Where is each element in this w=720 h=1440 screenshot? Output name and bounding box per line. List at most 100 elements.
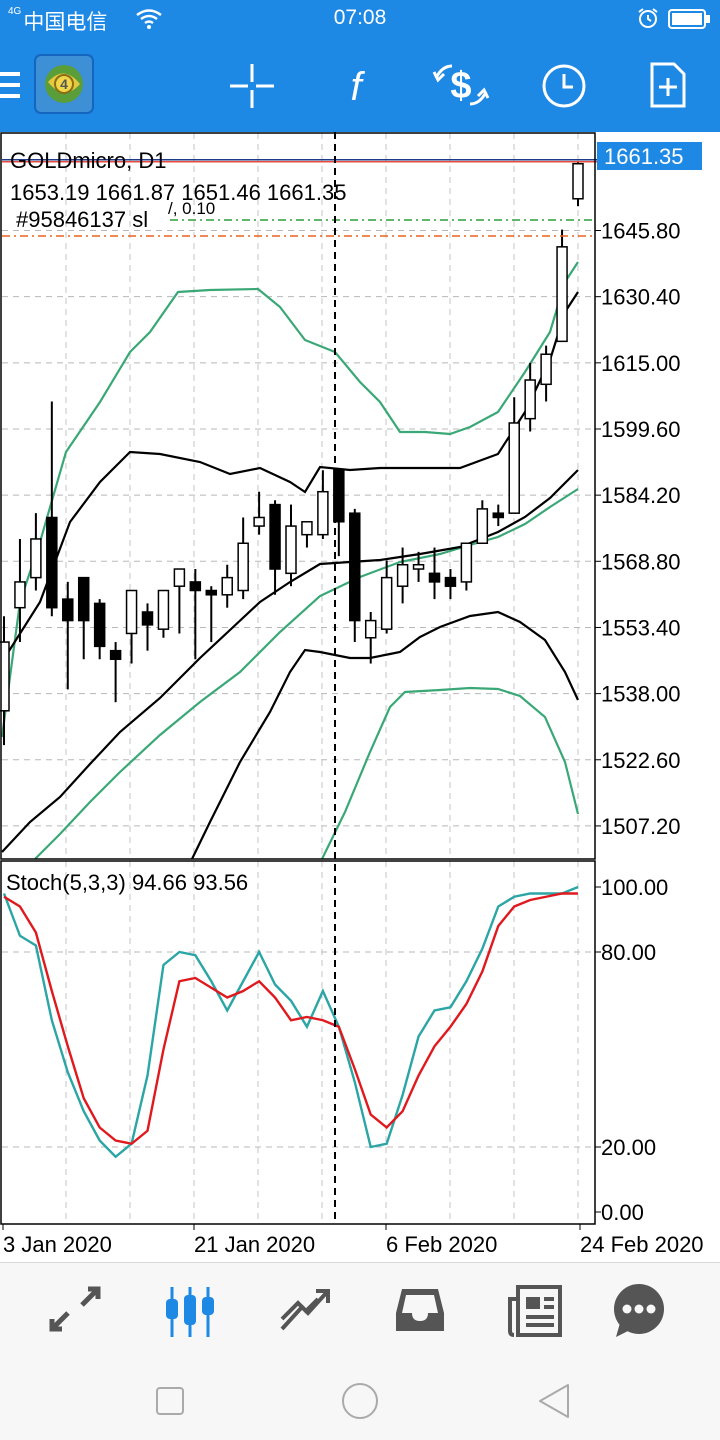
lower-band-line bbox=[34, 488, 579, 860]
lower-band-line bbox=[321, 686, 580, 860]
status-bar: 4G中国电信 07:08 bbox=[0, 0, 720, 38]
bullish-candle bbox=[364, 619, 377, 639]
oscillator-pane-frame bbox=[0, 860, 596, 1225]
quotes-tab-icon[interactable] bbox=[48, 1285, 102, 1335]
date-axis-label: 21 Jan 2020 bbox=[194, 1232, 315, 1257]
price-axis: 1645.80 1630.40 1615.00 1599.60 1584.20 1568.… bbox=[595, 219, 681, 839]
bullish-candle bbox=[524, 379, 536, 420]
bullish-candle bbox=[396, 563, 409, 587]
timeframe-clock-icon[interactable] bbox=[540, 62, 588, 110]
news-tab-icon[interactable] bbox=[508, 1285, 562, 1337]
bearish-candle bbox=[189, 581, 202, 592]
battery-icon bbox=[668, 9, 710, 29]
bullish-candle bbox=[317, 490, 329, 536]
svg-text:$: $ bbox=[450, 65, 471, 107]
bullish-candle bbox=[540, 353, 552, 386]
candlestick-series bbox=[0, 161, 584, 746]
bullish-candle bbox=[301, 521, 313, 536]
recent-apps-icon[interactable] bbox=[155, 1386, 185, 1416]
order-label: #95846137 sl bbox=[16, 207, 148, 232]
alarm-icon bbox=[638, 8, 658, 28]
date-axis-label: 3 Jan 2020 bbox=[3, 1232, 112, 1257]
bullish-candle bbox=[125, 589, 138, 635]
bearish-candle bbox=[77, 576, 90, 622]
upper-band-line bbox=[0, 261, 579, 738]
bearish-candle bbox=[444, 576, 457, 587]
current-price-box bbox=[597, 142, 702, 170]
bullish-candle bbox=[14, 581, 26, 609]
bullish-candle bbox=[253, 516, 265, 527]
wifi-icon bbox=[136, 9, 162, 29]
bullish-candle bbox=[237, 542, 249, 592]
home-icon[interactable] bbox=[341, 1382, 379, 1420]
bearish-candle bbox=[333, 469, 345, 523]
new-order-icon[interactable] bbox=[648, 60, 688, 110]
price-axis-label: 1630.40 bbox=[601, 285, 681, 310]
chart-area[interactable]: GOLDmicro, D1 1653.19 1661.87 1651.46 16… bbox=[0, 132, 720, 1262]
stochastic-axis: 100.00 80.00 20.00 0.00 bbox=[595, 875, 668, 1225]
bullish-candle bbox=[476, 508, 489, 545]
ohlc-label: 1653.19 1661.87 1651.46 1661.35 bbox=[10, 180, 346, 205]
bearish-candle bbox=[141, 611, 154, 626]
bearish-candle bbox=[349, 512, 361, 622]
bearish-candle bbox=[62, 598, 74, 622]
bullish-candle bbox=[412, 563, 425, 570]
metatrader-logo-icon[interactable]: 4 bbox=[34, 54, 94, 114]
current-price-label: 1661.35 bbox=[604, 144, 684, 169]
price-axis-label: 1615.00 bbox=[601, 351, 681, 376]
chart-frames bbox=[0, 132, 596, 1225]
main-pane-frame bbox=[0, 132, 596, 860]
svg-text:f: f bbox=[350, 65, 365, 109]
bearish-candle bbox=[93, 602, 106, 648]
chart-tab-icon[interactable] bbox=[162, 1285, 218, 1339]
price-axis-label: 1507.20 bbox=[601, 814, 681, 839]
bullish-candle bbox=[380, 576, 393, 630]
bullish-candle bbox=[173, 568, 186, 587]
chat-tab-icon[interactable] bbox=[612, 1283, 666, 1339]
bullish-candle bbox=[285, 525, 297, 575]
bearish-candle bbox=[46, 516, 58, 609]
bottom-navigation bbox=[0, 1262, 720, 1359]
stoch-label: Stoch(5,3,3) 94.66 93.56 bbox=[6, 870, 248, 895]
bullish-candle bbox=[30, 538, 42, 579]
date-axis: 3 Jan 2020 21 Jan 2020 6 Feb 2020 24 Feb 20… bbox=[2, 1224, 704, 1257]
bearish-candle bbox=[428, 572, 441, 583]
bearish-candle bbox=[492, 512, 505, 519]
trade-icon[interactable]: $ bbox=[432, 60, 490, 110]
bullish-candle bbox=[460, 542, 473, 583]
crosshair-icon[interactable] bbox=[228, 62, 276, 110]
history-tab-icon[interactable] bbox=[394, 1287, 446, 1333]
price-axis-label: 1645.80 bbox=[601, 219, 681, 244]
lower-band-line bbox=[191, 610, 579, 860]
price-axis-label: 1568.80 bbox=[601, 549, 681, 574]
stoch-axis-label: 80.00 bbox=[601, 940, 656, 965]
toolbar: 4 f $ bbox=[0, 38, 720, 132]
system-navigation bbox=[0, 1358, 720, 1440]
bullish-candle bbox=[556, 246, 568, 343]
back-icon[interactable] bbox=[536, 1382, 572, 1420]
menu-icon[interactable] bbox=[0, 70, 22, 100]
bullish-candle bbox=[221, 576, 233, 596]
date-axis-label: 24 Feb 2020 bbox=[580, 1232, 704, 1257]
carrier-name: 中国电信 bbox=[23, 11, 108, 34]
bullish-candle bbox=[157, 589, 170, 630]
carrier-info: 4G中国电信 bbox=[8, 6, 107, 36]
stoch-axis-label: 0.00 bbox=[601, 1200, 644, 1225]
price-axis-label: 1553.40 bbox=[601, 615, 681, 640]
symbol-label: GOLDmicro, D1 bbox=[10, 148, 166, 173]
trade-tab-icon[interactable] bbox=[278, 1285, 332, 1335]
order-label-overlap: /, 0.10 bbox=[168, 199, 215, 218]
price-axis-label: 1599.60 bbox=[601, 417, 681, 442]
clock: 07:08 bbox=[333, 6, 387, 29]
date-axis-label: 6 Feb 2020 bbox=[386, 1232, 497, 1257]
stoch-axis-label: 100.00 bbox=[601, 875, 668, 900]
bearish-candle bbox=[269, 503, 281, 570]
chart-canvas[interactable]: GOLDmicro, D1 1653.19 1661.87 1651.46 16… bbox=[0, 132, 720, 1262]
price-axis-label: 1538.00 bbox=[601, 682, 681, 707]
indicators-icon[interactable]: f bbox=[336, 62, 376, 110]
bullish-candle bbox=[572, 162, 584, 200]
stoch-axis-label: 20.00 bbox=[601, 1135, 656, 1160]
bearish-candle bbox=[205, 589, 218, 596]
network-type: 4G bbox=[8, 6, 22, 17]
stochastic-oscillator bbox=[2, 885, 595, 1159]
